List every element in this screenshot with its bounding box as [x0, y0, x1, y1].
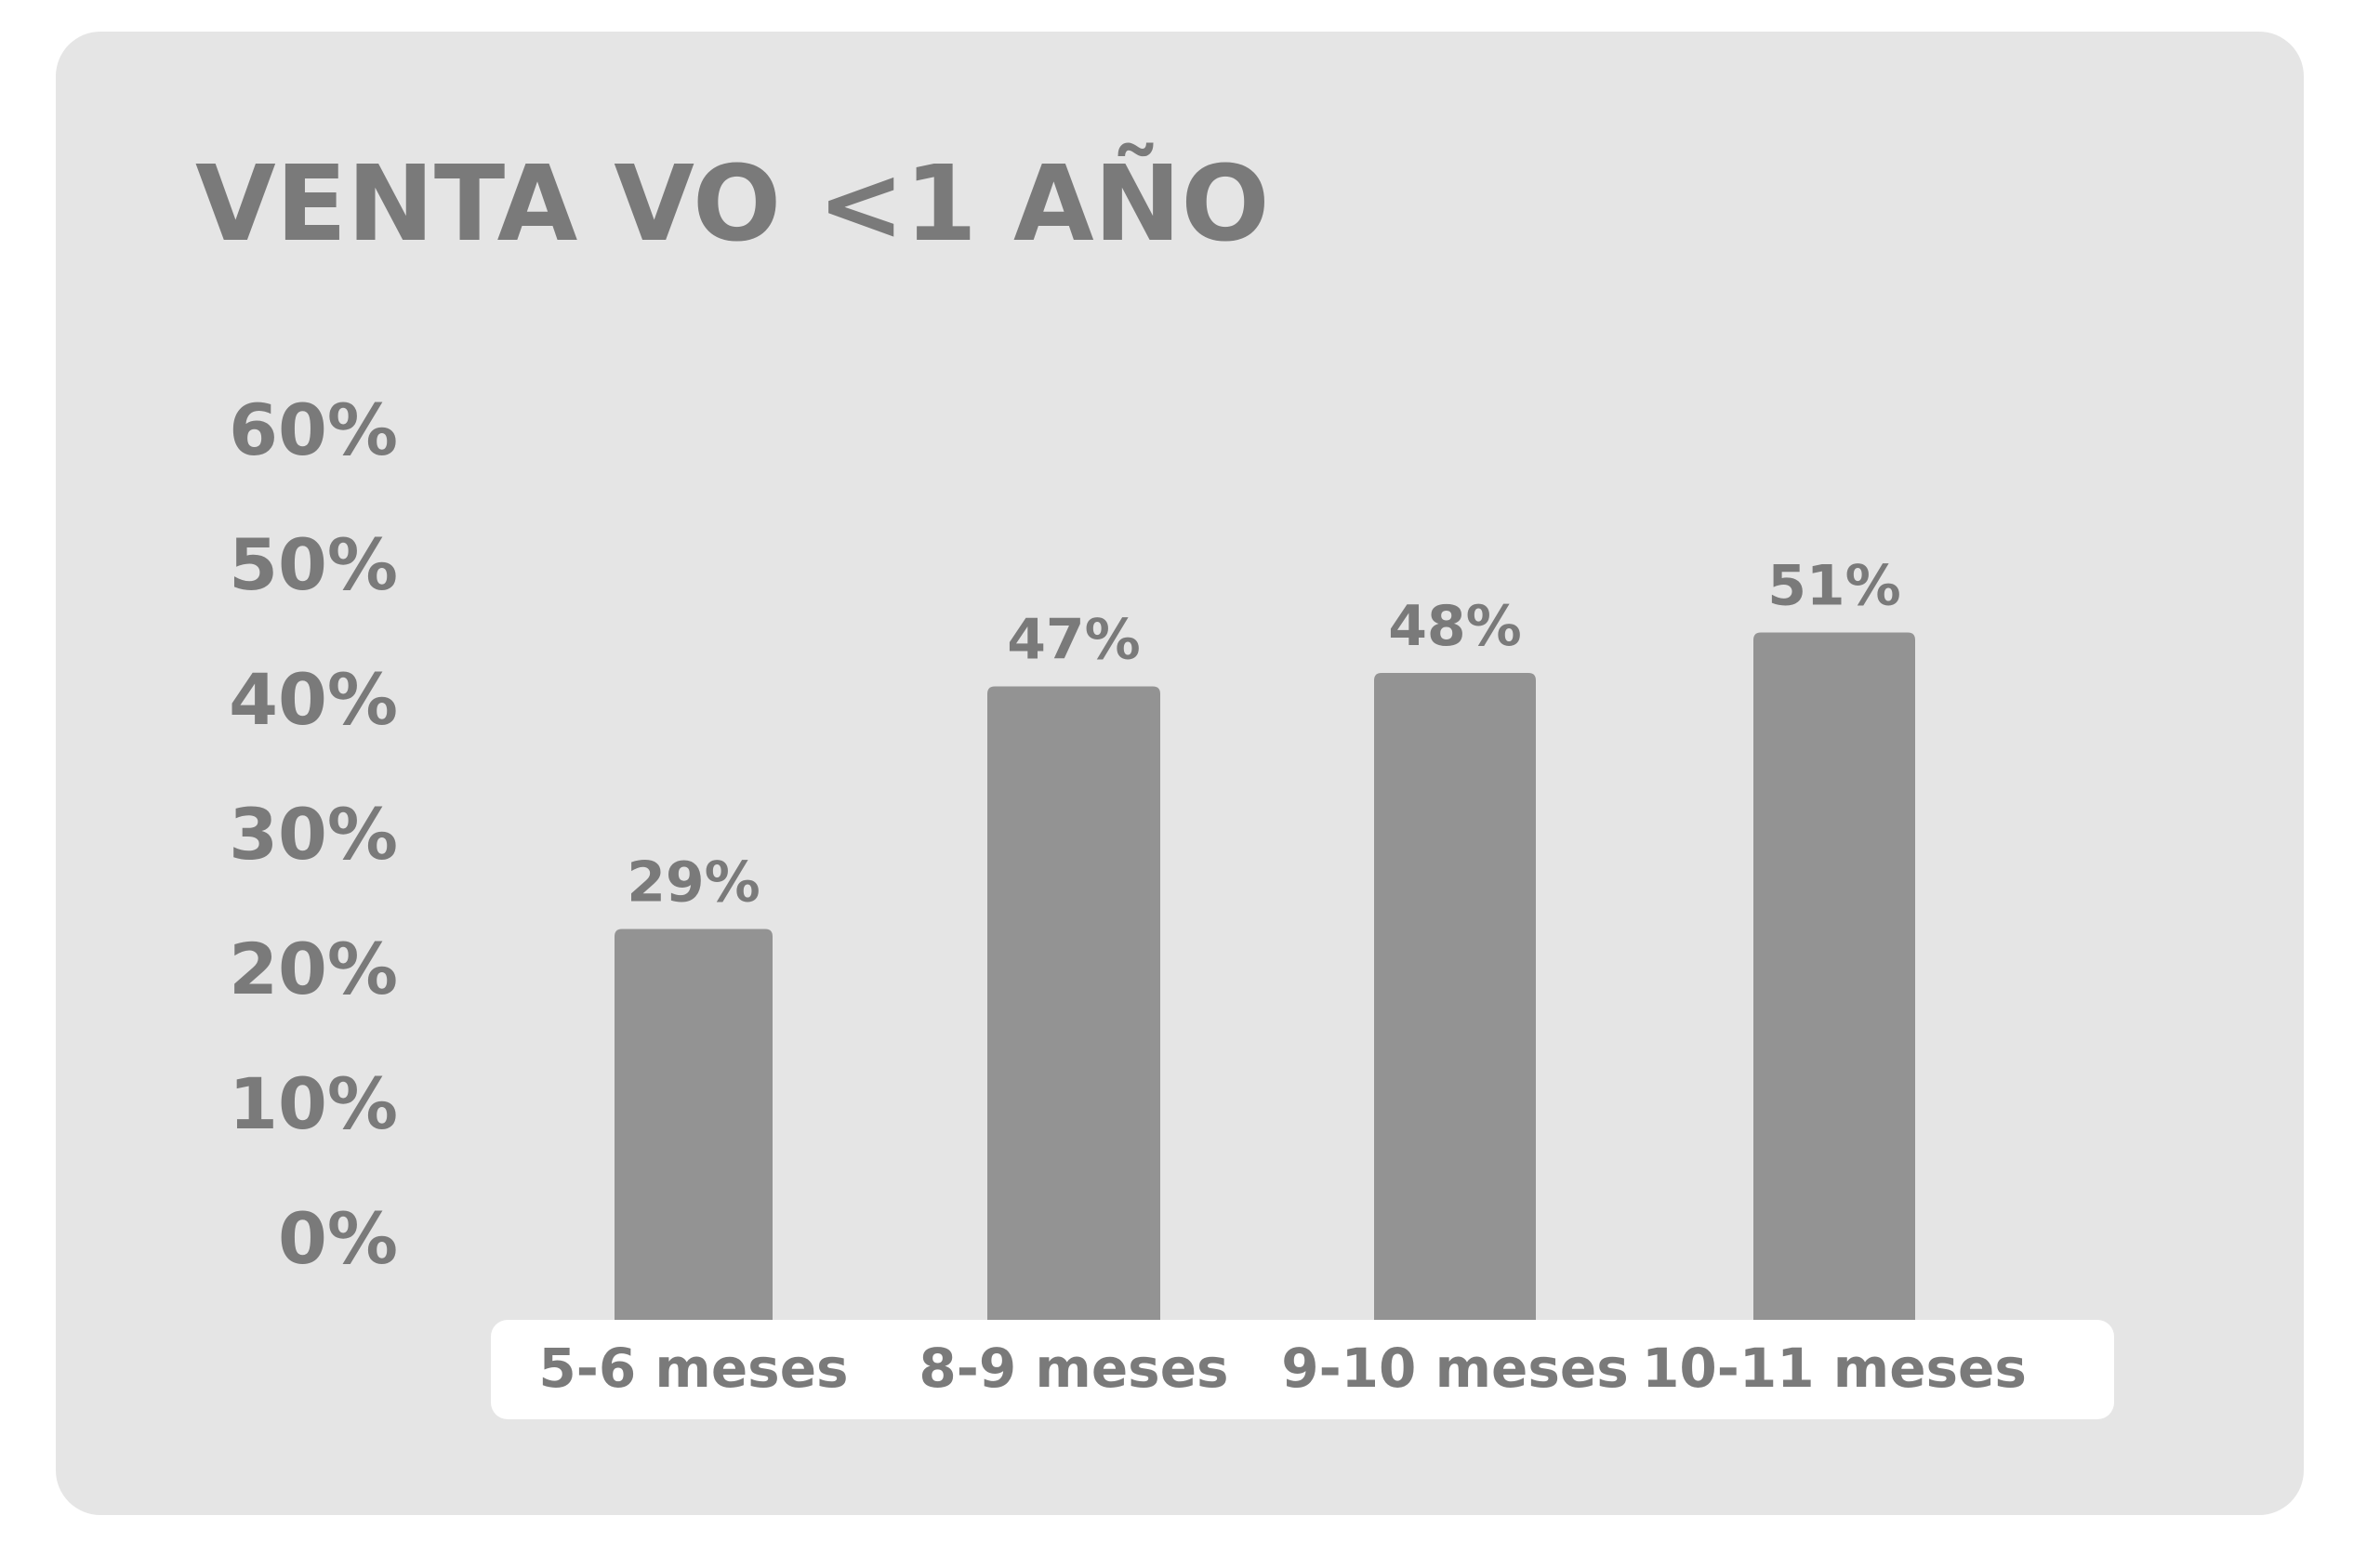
- y-tick-label: 60%: [229, 389, 398, 471]
- category-label: 8-9 meses: [919, 1337, 1228, 1400]
- category-label: 5-6 meses: [538, 1337, 848, 1400]
- y-axis: 0% 10% 20% 30% 40% 50% 60%: [229, 389, 398, 1280]
- y-tick-label: 50%: [229, 523, 398, 606]
- y-tick-label: 0%: [278, 1197, 398, 1280]
- category-labels: 5-6 meses 8-9 meses 9-10 meses 10-11 meses: [538, 1337, 2027, 1400]
- y-tick-label: 30%: [229, 793, 398, 876]
- bars: [615, 632, 1915, 1320]
- y-tick-label: 20%: [229, 928, 398, 1010]
- bar-value-label: 51%: [1767, 554, 1901, 619]
- category-label: 9-10 meses: [1281, 1337, 1629, 1400]
- bar: [615, 929, 773, 1320]
- bar: [987, 686, 1160, 1320]
- category-label: 10-11 meses: [1642, 1337, 2027, 1400]
- bar-value-label: 48%: [1388, 594, 1522, 659]
- y-tick-label: 10%: [229, 1062, 398, 1145]
- bar-value-label: 47%: [1007, 608, 1141, 673]
- y-tick-label: 40%: [229, 658, 398, 741]
- bar-value-label: 29%: [627, 850, 760, 916]
- bar: [1374, 673, 1536, 1320]
- value-labels: 29% 47% 48% 51%: [627, 554, 1901, 916]
- chart-title: VENTA VO <1 AÑO: [195, 142, 1270, 265]
- category-strip: [491, 1320, 2114, 1419]
- bar: [1753, 632, 1915, 1320]
